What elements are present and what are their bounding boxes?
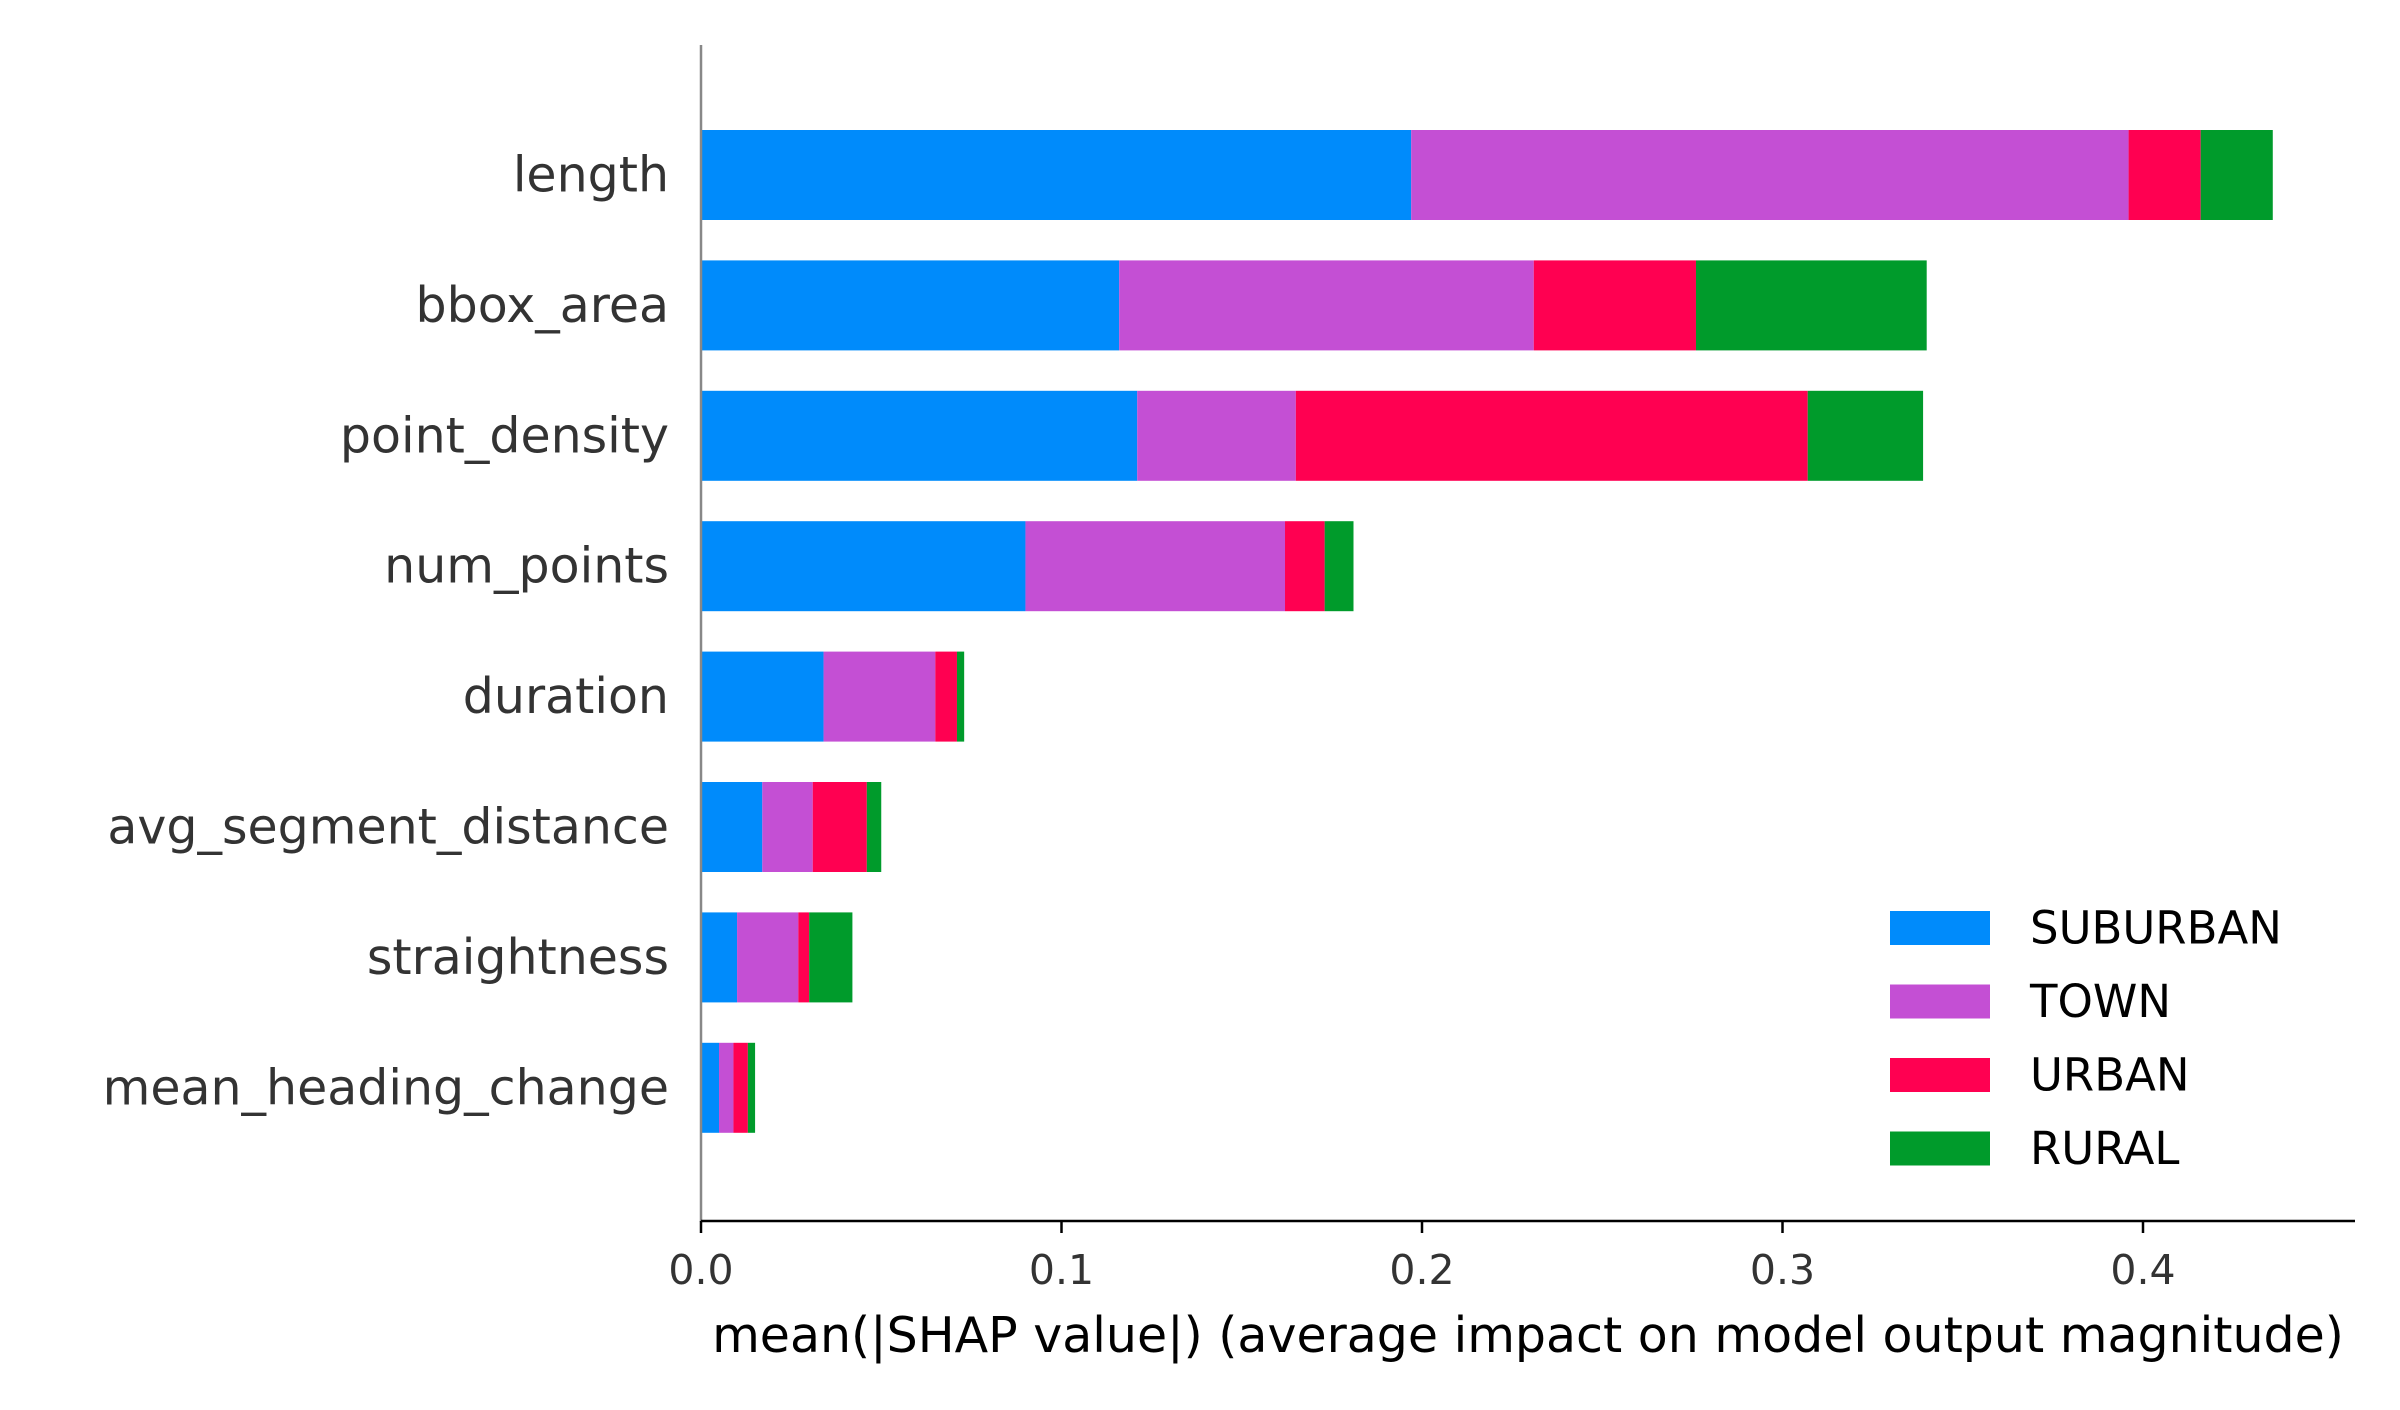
category-label: duration [463,668,669,725]
bar-bbox_area-town [1119,260,1534,351]
bar-mean_heading_change-urban [733,1042,748,1133]
bar-bbox_area-suburban [701,260,1120,351]
bar-duration-urban [935,651,957,742]
category-label: bbox_area [416,277,669,334]
bar-straightness-urban [798,912,810,1003]
category-labels: length bbox_area point_density num_pointsdu… [103,147,669,1117]
bar-avg_segment_distance-suburban [701,782,763,872]
bar-straightness-suburban [701,912,738,1003]
category-label: length [513,147,669,204]
bar-duration-town [823,651,936,742]
legend-swatch-town [1890,984,1990,1019]
bar-straightness-rural [809,912,853,1003]
bar-duration-suburban [701,651,824,742]
bar-num_points-suburban [701,521,1026,612]
bar-point_density-urban [1295,390,1808,481]
legend-swatch-urban [1890,1058,1990,1092]
legend-swatch-rural [1890,1131,1990,1166]
bar-straightness-town [737,912,799,1003]
legend-label-suburban: SUBURBAN [2030,902,2282,955]
bar-length-urban [2128,130,2201,220]
x-axis-label: mean(|SHAP value|) (average impact on mo… [712,1307,2344,1364]
bar-num_points-town [1025,521,1286,612]
category-label: mean_heading_change [103,1059,669,1116]
bar-point_density-rural [1807,390,1924,481]
bar-length-rural [2200,130,2273,220]
x-axis-ticks: 0.0 0.1 0.2 0.3 0.4 [668,1221,2176,1294]
x-tick-label: 0.3 [1750,1246,1815,1294]
category-label: point_density [340,407,669,464]
x-tick-label: 0.4 [2110,1246,2175,1294]
bar-point_density-suburban [701,390,1138,481]
x-tick-label: 0.0 [668,1246,733,1294]
bar-point_density-town [1137,390,1296,481]
bar-length-town [1411,130,2129,220]
bar-num_points-urban [1285,521,1325,612]
category-label: avg_segment_distance [107,799,669,856]
bar-mean_heading_change-town [719,1042,734,1133]
legend-swatch-suburban [1890,911,1990,945]
legend-label-rural: RURAL [2030,1122,2180,1175]
bar-duration-rural [956,651,965,742]
legend-label-town: TOWN [2029,975,2171,1028]
category-label: straightness [367,929,669,986]
x-tick-label: 0.1 [1029,1246,1094,1294]
bar-avg_segment_distance-town [762,782,813,872]
bars-layer [701,130,2273,1133]
bar-bbox_area-urban [1533,260,1696,351]
bar-avg_segment_distance-urban [812,782,867,872]
x-tick-label: 0.2 [1389,1246,1454,1294]
bar-avg_segment_distance-rural [866,782,882,872]
legend: SUBURBAN TOWN URBAN RURAL [1890,902,2282,1175]
bar-mean_heading_change-rural [747,1042,756,1133]
bar-mean_heading_change-suburban [701,1042,720,1133]
bar-num_points-rural [1324,521,1354,612]
category-label: num_points [384,538,669,595]
bar-length-suburban [701,130,1412,220]
legend-label-urban: URBAN [2030,1049,2190,1102]
bar-bbox_area-rural [1695,260,1927,351]
